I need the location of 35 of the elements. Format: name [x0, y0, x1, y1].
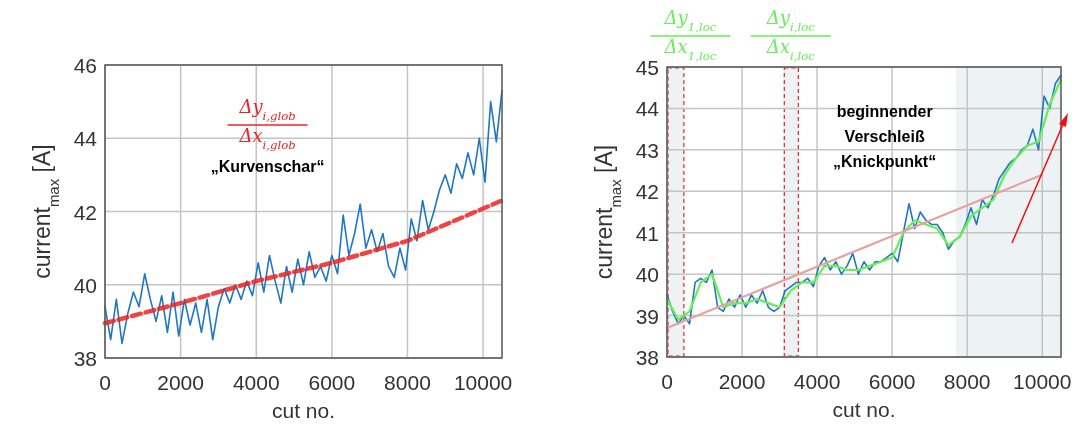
annotation: „Kurvenschar“ — [210, 158, 325, 175]
text: Δy$_{1,loc}$ — [663, 7, 717, 34]
annotation: Δy$_{i,glob}$ — [238, 96, 296, 123]
x-axis-title: cut no. — [832, 398, 896, 421]
y-tick-label: 38 — [73, 347, 97, 370]
x-tick-label: 4000 — [793, 370, 841, 393]
y-tick-label: 44 — [635, 97, 660, 121]
x-tick-label: 6000 — [868, 370, 916, 393]
text: Δx$_{1,loc}$ — [663, 36, 717, 63]
x-tick-label: 2000 — [718, 370, 766, 393]
y-tick-label: 41 — [635, 221, 659, 245]
x-axis-title: cut no. — [271, 399, 336, 422]
y-tick-label: 42 — [635, 180, 659, 204]
x-tick-label: 2000 — [157, 371, 204, 394]
x-tick-label: 4000 — [232, 371, 280, 394]
y-tick-label: 46 — [73, 54, 97, 77]
annotation: Δx$_{i,glob}$ — [238, 125, 296, 152]
x-tick-label: 10000 — [1013, 370, 1072, 393]
y-tick-label: 40 — [635, 263, 659, 287]
x-tick-label: 6000 — [308, 371, 356, 394]
x-tick-label: 8000 — [384, 371, 431, 394]
y-tick-label: 45 — [635, 56, 659, 79]
y-tick-label: 44 — [73, 127, 98, 151]
x-tick-label: 10000 — [453, 371, 513, 394]
text: Δy$_{i,loc}$ — [765, 7, 816, 34]
y-tick-label: 42 — [73, 200, 97, 224]
y-tick-label: 39 — [635, 304, 659, 328]
x-tick-label: 0 — [661, 370, 673, 393]
x-tick-label: 0 — [99, 371, 111, 394]
text: Δx$_{i,loc}$ — [765, 36, 816, 63]
annotation: beginnender Verschleiß „Knickpunkt“ — [833, 103, 937, 170]
x-tick-label: 8000 — [943, 370, 991, 393]
y-tick-label: 40 — [73, 273, 97, 297]
y-tick-label: 43 — [635, 138, 659, 162]
y-tick-label: 38 — [635, 346, 659, 369]
